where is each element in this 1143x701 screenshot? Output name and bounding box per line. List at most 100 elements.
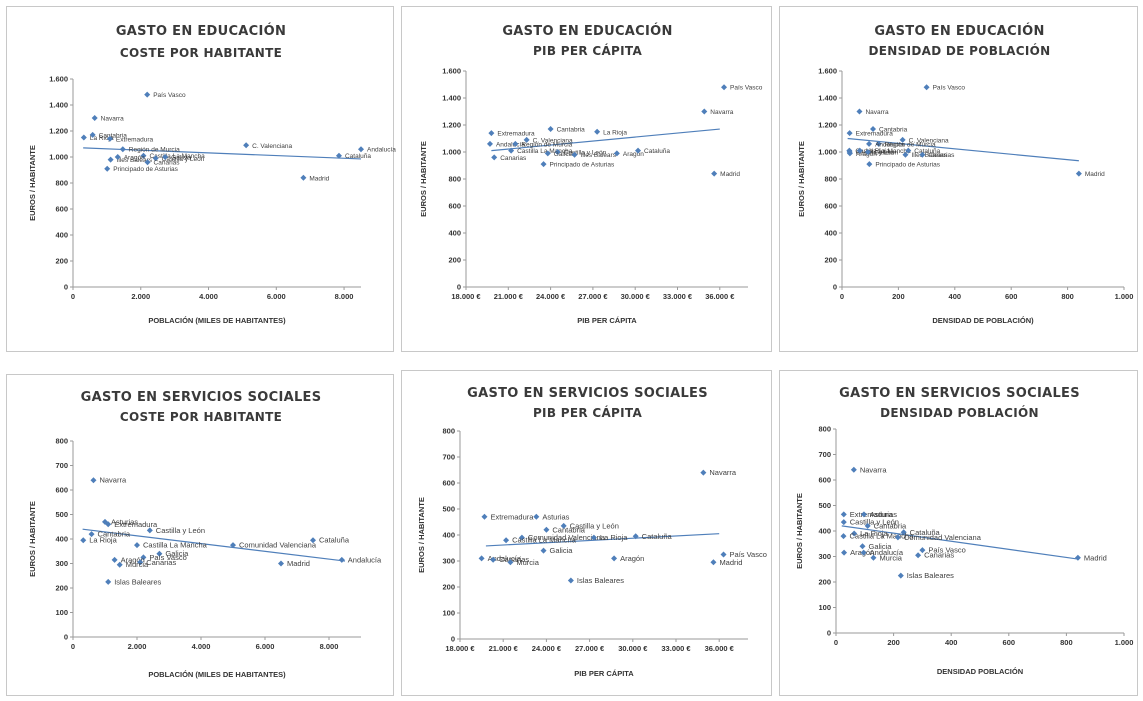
data-point bbox=[846, 150, 853, 157]
data-point-label: Cataluña bbox=[319, 536, 350, 545]
y-tick-label: 1.200 bbox=[442, 121, 461, 130]
data-point bbox=[107, 156, 114, 163]
x-axis-label: DENSIDAD POBLACIÓN bbox=[937, 667, 1023, 676]
data-point bbox=[860, 549, 867, 556]
x-tick-label: 30.000 € bbox=[618, 644, 648, 653]
y-tick-label: 600 bbox=[55, 205, 68, 214]
data-point bbox=[105, 521, 112, 528]
data-point bbox=[700, 469, 707, 476]
data-point bbox=[856, 108, 863, 115]
data-point-label: País Vasco bbox=[149, 553, 186, 562]
data-point-label: Islas Baleares bbox=[114, 577, 161, 586]
data-point bbox=[358, 146, 364, 153]
y-tick-label: 800 bbox=[55, 437, 68, 446]
data-point-label: Canarias bbox=[499, 555, 529, 564]
x-tick-label: 400 bbox=[949, 292, 962, 301]
data-point bbox=[140, 152, 147, 159]
data-point bbox=[144, 91, 151, 98]
chart-subtitle: COSTE POR HABITANTE bbox=[120, 46, 282, 60]
data-point-label: Illes Balears bbox=[117, 157, 153, 164]
x-tick-label: 800 bbox=[1061, 292, 1074, 301]
y-axis-label: EUROS / HABITANTE bbox=[795, 493, 804, 569]
y-tick-label: 1.200 bbox=[49, 127, 68, 136]
data-point-label: Región de Murcia bbox=[521, 141, 572, 148]
data-point-label: La Rioja bbox=[603, 129, 627, 136]
y-tick-label: 400 bbox=[448, 229, 461, 238]
y-tick-label: 200 bbox=[818, 578, 831, 587]
data-point bbox=[870, 554, 877, 561]
y-tick-label: 100 bbox=[55, 608, 68, 617]
data-point bbox=[140, 554, 147, 561]
data-point bbox=[278, 560, 284, 567]
y-tick-label: 1.400 bbox=[818, 94, 837, 103]
y-tick-label: 300 bbox=[55, 559, 68, 568]
y-tick-label: 400 bbox=[818, 527, 831, 536]
data-point bbox=[89, 131, 96, 138]
x-tick-label: 0 bbox=[840, 292, 844, 301]
x-tick-label: 6.000 bbox=[256, 642, 275, 651]
data-point-label: Galicia bbox=[550, 546, 574, 555]
data-point-label: La Rioja bbox=[860, 529, 888, 538]
y-tick-label: 100 bbox=[442, 609, 455, 618]
x-tick-label: 4.000 bbox=[192, 642, 211, 651]
chart-panel-servicios-poblacion: GASTO EN SERVICIOS SOCIALES COSTE POR HAB… bbox=[6, 374, 394, 696]
y-tick-label: 700 bbox=[55, 461, 68, 470]
x-axis-label: PIB PER CÁPITA bbox=[574, 669, 634, 678]
data-point-label: Castilla La Mancha bbox=[849, 532, 914, 541]
data-point-label: Murcia bbox=[879, 553, 902, 562]
data-point-label: Extremadura bbox=[856, 131, 894, 138]
data-point bbox=[488, 130, 495, 137]
data-point-label: Asturias bbox=[542, 512, 569, 521]
data-point bbox=[152, 155, 159, 162]
data-point-label: Región de Murcia bbox=[129, 147, 180, 154]
data-point bbox=[243, 142, 250, 149]
chart-title: GASTO EN EDUCACIÓN bbox=[874, 23, 1044, 39]
y-tick-label: 800 bbox=[818, 425, 831, 434]
data-point-label: Aragón bbox=[623, 151, 644, 158]
data-point-label: Extremadura bbox=[850, 510, 894, 519]
chart-panel-educacion-poblacion: GASTO EN EDUCACIÓN COSTE POR HABITANTE 0 20… bbox=[6, 6, 396, 352]
data-point bbox=[846, 147, 853, 154]
x-tick-label: 24.000 € bbox=[536, 292, 566, 301]
x-tick-label: 0 bbox=[71, 642, 75, 651]
data-point bbox=[899, 136, 906, 143]
x-tick-label: 27.000 € bbox=[578, 292, 608, 301]
y-tick-label: 1.200 bbox=[818, 121, 837, 130]
y-tick-label: 300 bbox=[818, 552, 831, 561]
x-tick-label: 600 bbox=[1005, 292, 1018, 301]
chart-subtitle: COSTE POR HABITANTE bbox=[120, 410, 282, 424]
y-tick-label: 800 bbox=[55, 179, 68, 188]
y-tick-label: 500 bbox=[818, 501, 831, 510]
data-point-label: País Vasco bbox=[928, 546, 965, 555]
data-point bbox=[923, 84, 930, 91]
data-point bbox=[1075, 170, 1082, 177]
y-tick-label: 500 bbox=[442, 505, 455, 514]
trendline bbox=[841, 525, 1079, 560]
data-point-label: C. Valenciana bbox=[252, 143, 292, 150]
scatter-chart-svg: GASTO EN SERVICIOS SOCIALES DENSIDAD POBL… bbox=[795, 386, 1133, 676]
data-point-label: Comunidad Valenciana bbox=[528, 533, 606, 542]
data-point bbox=[137, 559, 144, 566]
data-point-label: Illes Balears bbox=[911, 152, 947, 159]
data-point-label: Canarias bbox=[146, 558, 176, 567]
y-tick-label: 400 bbox=[442, 531, 455, 540]
data-point-label: Principado de Asturias bbox=[550, 162, 615, 169]
data-point bbox=[119, 146, 126, 153]
data-point bbox=[632, 533, 639, 540]
data-point bbox=[560, 522, 567, 529]
data-point bbox=[711, 170, 718, 177]
x-tick-label: 18.000 € bbox=[451, 292, 481, 301]
data-point-label: Castilla La Mancha bbox=[149, 153, 205, 160]
data-point-label: Galicia bbox=[554, 151, 574, 158]
data-point-label: Castilla y León bbox=[856, 150, 899, 157]
data-point-label: Castilla y León bbox=[850, 518, 899, 527]
data-point-label: Comunidad Valenciana bbox=[904, 533, 982, 542]
x-tick-label: 1.000 bbox=[1115, 292, 1134, 301]
data-point bbox=[859, 543, 866, 550]
data-point-label: Aragón bbox=[620, 554, 644, 563]
x-tick-label: 600 bbox=[1003, 638, 1016, 647]
chart-subtitle: PIB PER CÁPITA bbox=[533, 43, 643, 58]
data-point bbox=[543, 526, 550, 533]
data-point bbox=[571, 151, 578, 158]
y-tick-label: 1.000 bbox=[442, 148, 461, 157]
